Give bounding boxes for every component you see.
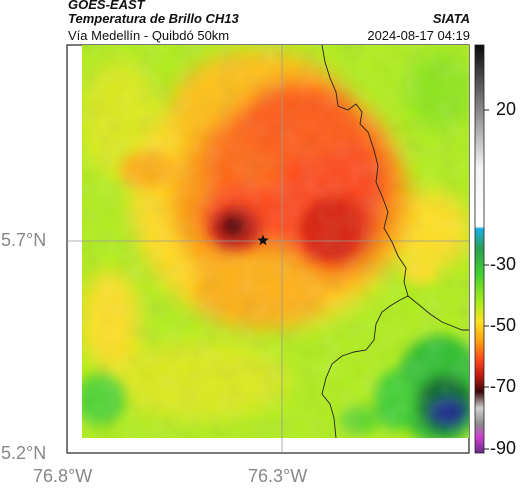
route-subtitle: Vía Medellín - Quibdó 50km: [68, 28, 230, 43]
star-marker-icon: [257, 234, 269, 246]
colorbar: [474, 44, 485, 454]
product-title: Temperatura de Brillo CH13: [68, 11, 239, 26]
satellite-title: GOES-EAST: [68, 0, 145, 12]
department-boundary-east: [407, 295, 469, 331]
lon-tick-76.3W: 76.3°W: [248, 466, 308, 486]
lat-tick-5.2N: 5.2°N: [1, 443, 47, 463]
brightness-temperature-field: [82, 45, 469, 438]
lon-tick-76.8W: 76.8°W: [33, 466, 93, 486]
department-boundary: [321, 44, 409, 439]
colorbar-label-minus90: -90: [490, 438, 517, 458]
colorbar-label-minus30: -30: [490, 254, 517, 274]
lat-tick-5.7N: 5.7°N: [1, 230, 47, 250]
colorbar-label-minus50: -50: [490, 315, 517, 335]
colorbar-ticks: [484, 109, 489, 450]
colorbar-label-minus70: -70: [490, 376, 517, 396]
colorbar-label-20: 20: [496, 99, 517, 119]
organization-label: SIATA: [432, 11, 470, 26]
timestamp-label: 2024-08-17 04:19: [367, 28, 470, 43]
